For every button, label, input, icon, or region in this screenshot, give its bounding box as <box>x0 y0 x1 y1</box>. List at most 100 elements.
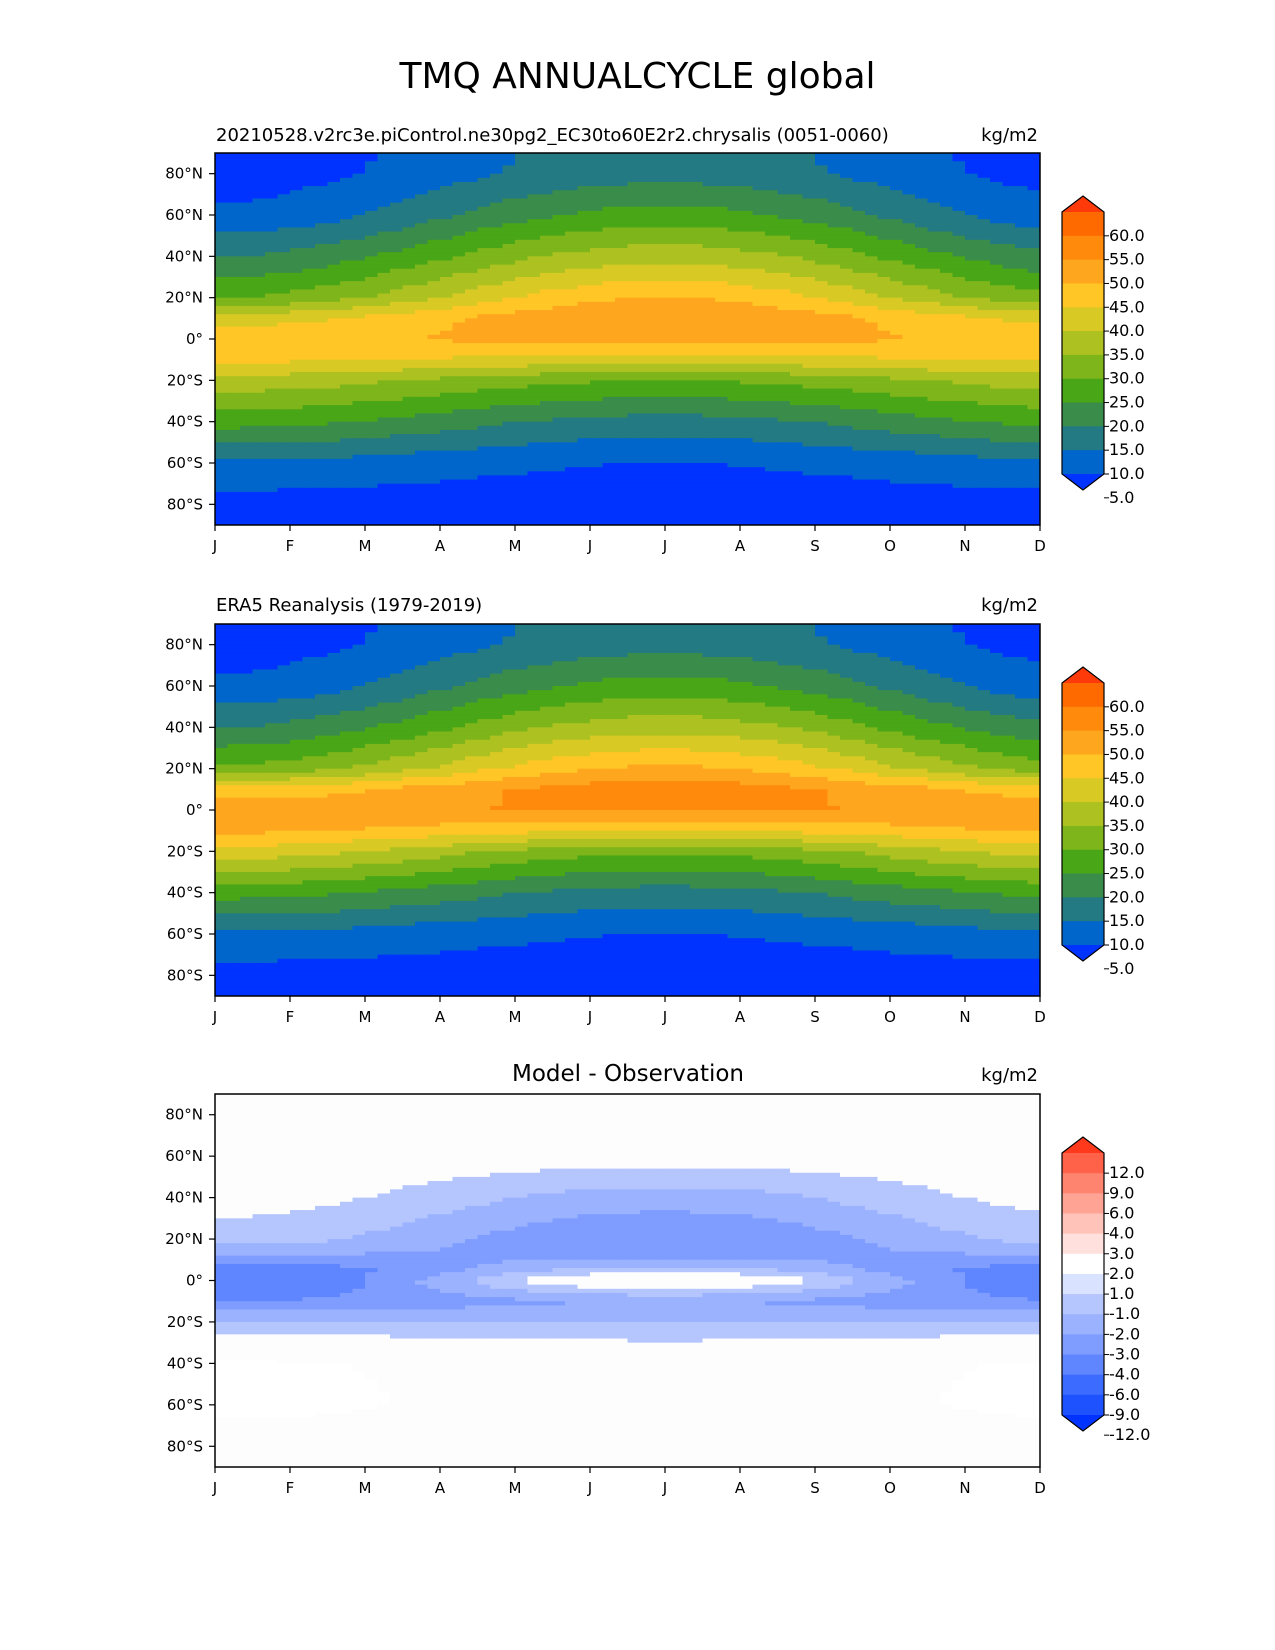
heatmap-cell <box>990 264 1004 270</box>
heatmap-cell <box>915 438 929 443</box>
heatmap-cell <box>802 206 816 212</box>
heatmap-cell <box>377 157 391 162</box>
heatmap-cell <box>727 231 741 237</box>
heatmap-cell <box>477 248 491 253</box>
heatmap-cell <box>740 177 754 183</box>
heatmap-cell <box>815 417 829 423</box>
heatmap-cell <box>627 409 641 414</box>
heatmap-cell <box>665 450 679 456</box>
heatmap-cell <box>790 363 804 369</box>
heatmap-cell <box>265 409 279 414</box>
heatmap-cell <box>452 463 466 468</box>
heatmap-cell <box>577 297 591 303</box>
heatmap-cell <box>502 326 516 332</box>
heatmap-cell <box>740 450 754 456</box>
heatmap-cell <box>990 281 1004 286</box>
heatmap-cell <box>515 330 529 336</box>
heatmap-cell <box>840 293 854 299</box>
heatmap-cell <box>677 413 691 419</box>
heatmap-cell <box>690 272 704 278</box>
heatmap-cell <box>840 181 854 187</box>
heatmap-cell <box>390 260 404 266</box>
heatmap-cell <box>765 330 779 336</box>
heatmap-cell <box>765 417 779 423</box>
heatmap-cell <box>915 281 929 286</box>
heatmap-cell <box>915 252 929 257</box>
heatmap-cell <box>227 405 241 410</box>
heatmap-cell <box>790 227 804 233</box>
heatmap-cell <box>777 173 791 179</box>
heatmap-cell <box>965 446 979 452</box>
heatmap-cell <box>652 231 666 237</box>
heatmap-cell <box>765 343 779 348</box>
heatmap-cell <box>602 277 616 282</box>
heatmap-cell <box>815 243 829 249</box>
heatmap-cell <box>777 194 791 200</box>
heatmap-cell <box>540 458 554 464</box>
heatmap-cell <box>340 210 354 216</box>
heatmap-cell <box>690 446 704 452</box>
heatmap-cell <box>427 330 441 336</box>
heatmap-cell <box>690 434 704 439</box>
heatmap-cell <box>302 231 316 237</box>
heatmap-cell <box>640 194 654 200</box>
heatmap-cell <box>727 314 741 319</box>
heatmap-cell <box>727 239 741 245</box>
heatmap-cell <box>765 384 779 390</box>
heatmap-cell <box>677 388 691 394</box>
heatmap-cell <box>227 376 241 381</box>
heatmap-cell <box>390 351 404 357</box>
heatmap-cell <box>590 293 604 299</box>
heatmap-cell <box>877 301 891 307</box>
heatmap-cell <box>365 198 379 204</box>
heatmap-cell <box>427 289 441 295</box>
heatmap-cell <box>777 458 791 464</box>
heatmap-cell <box>902 256 916 262</box>
heatmap-cell <box>740 392 754 398</box>
heatmap-cell <box>727 223 741 228</box>
heatmap-cell <box>715 190 729 195</box>
heatmap-cell <box>915 231 929 237</box>
heatmap-cell <box>502 293 516 299</box>
heatmap-cell <box>540 396 554 402</box>
heatmap-cell <box>365 425 379 431</box>
heatmap-cell <box>215 219 229 224</box>
heatmap-cell <box>402 173 416 179</box>
heatmap-cell <box>265 293 279 299</box>
heatmap-cell <box>890 161 904 166</box>
heatmap-cell <box>840 421 854 427</box>
heatmap-cell <box>815 206 829 212</box>
heatmap-cell <box>227 442 241 448</box>
heatmap-cell <box>827 429 841 435</box>
heatmap-cell <box>340 231 354 237</box>
heatmap-cell <box>877 442 891 448</box>
heatmap-cell <box>715 359 729 365</box>
heatmap-cell <box>927 376 941 381</box>
heatmap-cell <box>527 169 541 175</box>
heatmap-cell <box>727 392 741 398</box>
heatmap-cell <box>940 347 954 352</box>
heatmap-cell <box>327 252 341 257</box>
heatmap-cell <box>440 194 454 200</box>
heatmap-cell <box>952 173 966 179</box>
heatmap-cell <box>965 454 979 460</box>
heatmap-cell <box>302 289 316 295</box>
heatmap-cell <box>315 260 329 266</box>
heatmap-cell <box>490 260 504 266</box>
heatmap-cell <box>215 186 229 191</box>
heatmap-cell <box>752 272 766 278</box>
heatmap-cell <box>477 334 491 340</box>
heatmap-cell <box>502 446 516 452</box>
heatmap-cell <box>527 359 541 365</box>
heatmap-cell <box>240 458 254 464</box>
heatmap-cell <box>965 281 979 286</box>
heatmap-cell <box>540 202 554 208</box>
heatmap-cell <box>665 347 679 352</box>
heatmap-cell <box>402 318 416 324</box>
heatmap-cell <box>477 339 491 344</box>
heatmap-cell <box>390 330 404 336</box>
heatmap-cell <box>315 210 329 216</box>
heatmap-cell <box>527 285 541 290</box>
heatmap-cell <box>290 231 304 237</box>
heatmap-cell <box>777 243 791 249</box>
